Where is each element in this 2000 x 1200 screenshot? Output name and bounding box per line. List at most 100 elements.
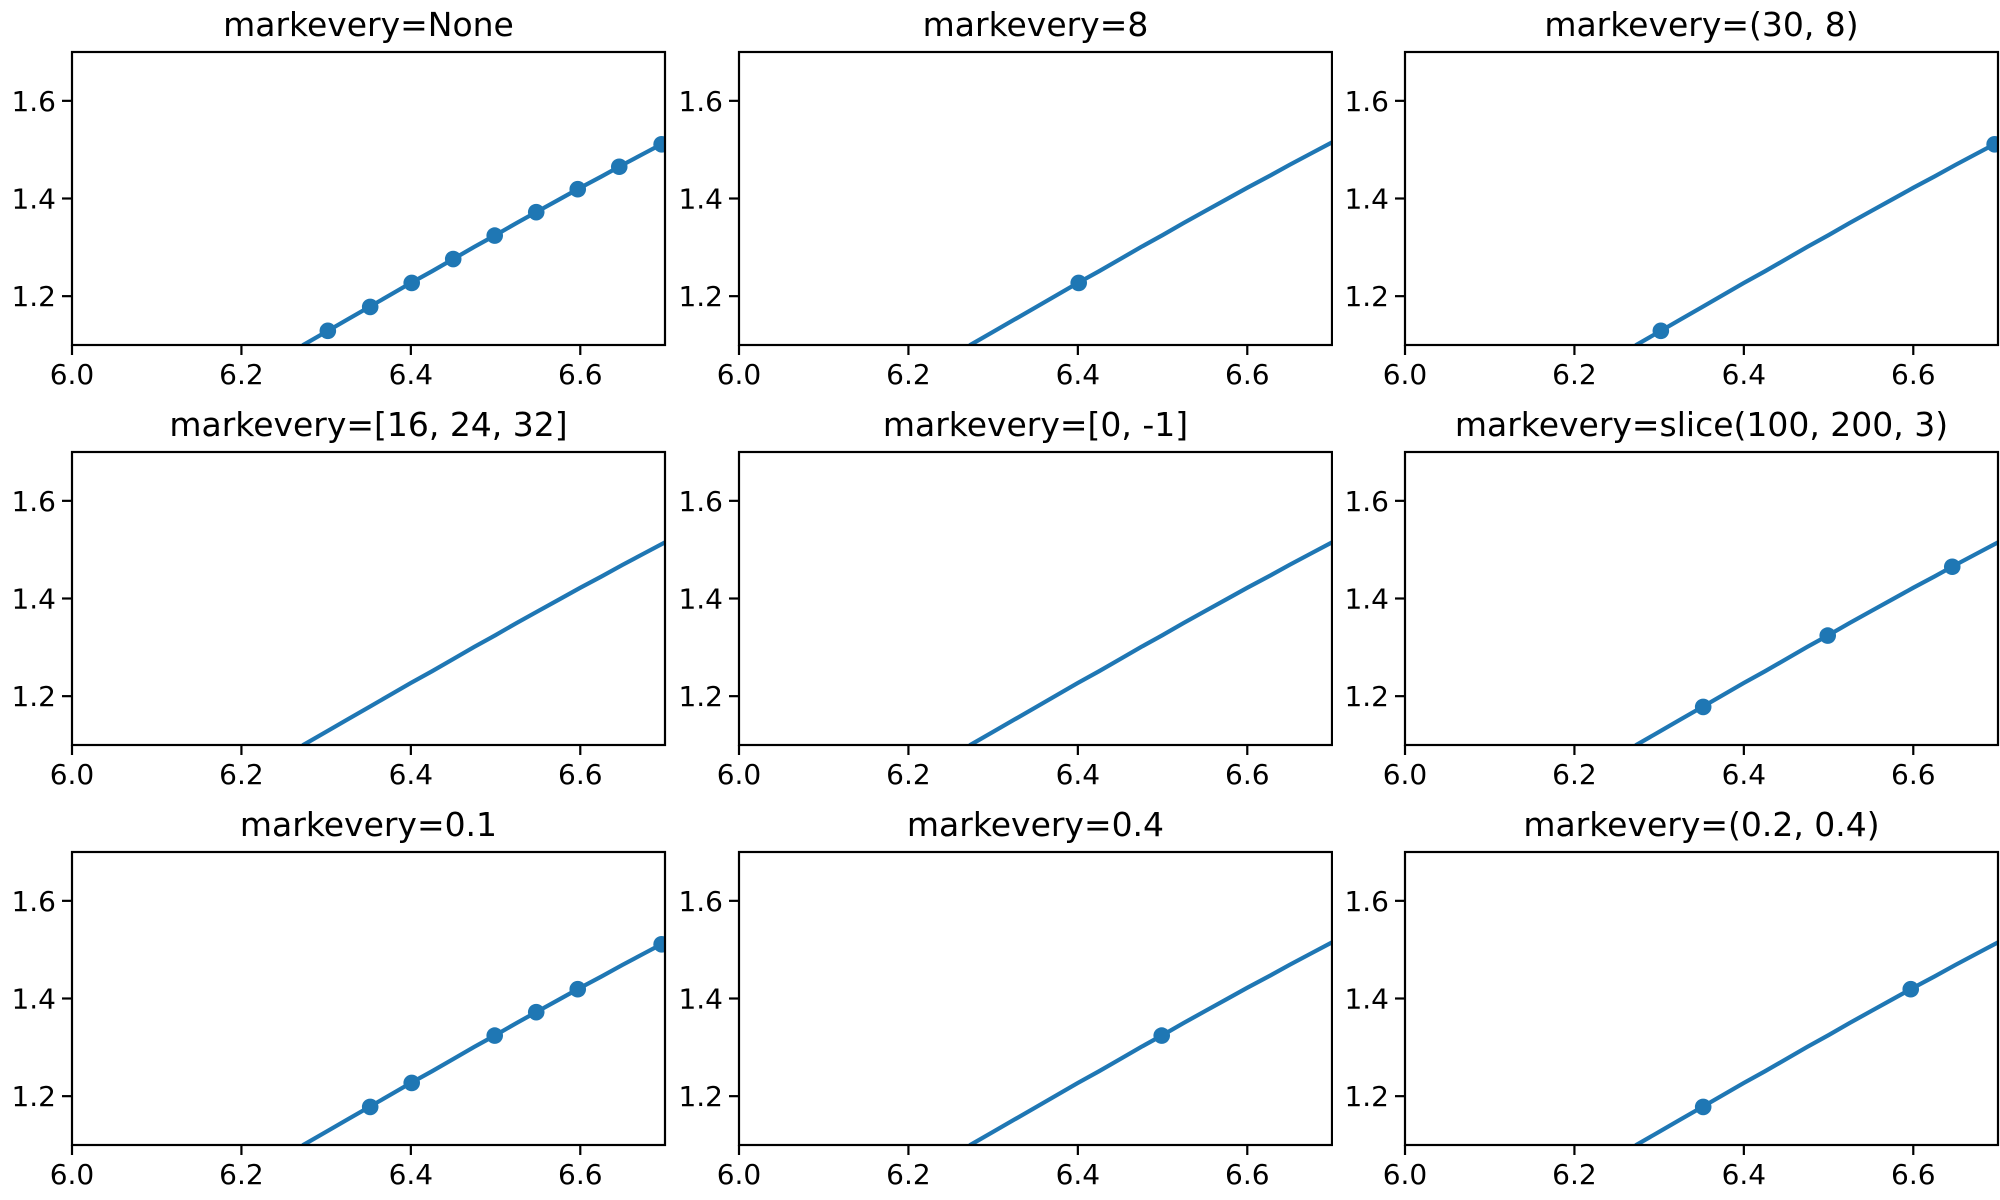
x-tick-label: 6.4 — [389, 758, 434, 791]
subplot-title: markevery=8 — [922, 5, 1148, 44]
y-tick-label: 1.4 — [678, 182, 723, 215]
subplot-cell-markevery-list-16-24-32: 6.0 6.2 6.4 6.6 1.2 1.4 1.6 markevery=[16, 24, … — [0, 400, 667, 800]
subplot-cell-markevery-8: 6.0 6.2 6.4 6.6 1.2 1.4 1.6 markevery=8 — [667, 0, 1334, 400]
subplot-title: markevery=[16, 24, 32] — [169, 405, 567, 444]
x-tick-label: 6.4 — [1722, 358, 1767, 391]
plot-area-markevery-none: 6.0 6.2 6.4 6.6 1.2 1.4 1.6 markevery=None — [11, 5, 667, 391]
subplot-cell-markevery-30-8: 6.0 6.2 6.4 6.6 1.2 1.4 1.6 markevery=(30, 8) — [1333, 0, 2000, 400]
x-tick-label: 6.0 — [716, 758, 761, 791]
y-tick-label: 1.6 — [678, 885, 723, 918]
y-tick-label: 1.2 — [678, 280, 723, 313]
data-marker — [1902, 980, 1920, 998]
axes-frame — [1404, 50, 2000, 347]
data-marker — [1944, 558, 1961, 576]
axes-frame — [737, 450, 1333, 747]
data-marker — [610, 158, 628, 176]
x-tick-label: 6.4 — [1722, 758, 1767, 791]
y-tick-label: 1.6 — [1345, 485, 1390, 518]
x-tick-label: 6.0 — [50, 1158, 95, 1191]
y-tick-label: 1.2 — [1345, 1080, 1390, 1113]
data-marker — [527, 203, 545, 221]
data-line — [301, 540, 665, 745]
x-tick-label: 6.4 — [389, 358, 434, 391]
y-tick-label: 1.4 — [1345, 582, 1390, 615]
axes-frame — [70, 450, 667, 747]
data-marker — [403, 274, 420, 292]
y-tick-label: 1.4 — [678, 982, 723, 1015]
plot-area-markevery-slice: 6.0 6.2 6.4 6.6 1.2 1.4 1.6 markevery=slice(100… — [1345, 405, 2000, 791]
data-line — [301, 140, 665, 345]
data-marker — [1070, 274, 1087, 292]
y-tick-label: 1.6 — [11, 85, 56, 118]
y-tick-label: 1.2 — [1345, 680, 1390, 713]
data-marker — [486, 227, 504, 244]
subplot-title: markevery=[0, -1] — [883, 405, 1188, 444]
x-tick-label: 6.4 — [1722, 1158, 1767, 1191]
x-tick-label: 6.4 — [389, 1158, 434, 1191]
x-tick-label: 6.0 — [1383, 358, 1428, 391]
axes-frame — [737, 850, 1333, 1147]
data-group — [967, 940, 1332, 1145]
x-tick-label: 6.2 — [1552, 358, 1597, 391]
x-tick-label: 6.2 — [219, 758, 264, 791]
x-tick-label: 6.0 — [50, 358, 95, 391]
data-marker — [1819, 627, 1837, 644]
y-tick-label: 1.4 — [11, 582, 56, 615]
y-tick-label: 1.6 — [11, 885, 56, 918]
subplot-title: markevery=(30, 8) — [1545, 5, 1859, 44]
plot-area-markevery-list-0-neg1: 6.0 6.2 6.4 6.6 1.2 1.4 1.6 markevery=[0, -1] — [678, 405, 1333, 791]
y-tick-label: 1.6 — [678, 485, 723, 518]
data-group — [1634, 940, 1999, 1145]
plot-area-markevery-list-16-24-32: 6.0 6.2 6.4 6.6 1.2 1.4 1.6 markevery=[16, 24, … — [11, 405, 667, 791]
subplot-title: markevery=(0.2, 0.4) — [1524, 805, 1880, 844]
subplot-cell-markevery-0p1: 6.0 6.2 6.4 6.6 1.2 1.4 1.6 markevery=0.1 — [0, 800, 667, 1200]
y-tick-label: 1.2 — [1345, 280, 1390, 313]
plot-area-markevery-0p4: 6.0 6.2 6.4 6.6 1.2 1.4 1.6 markevery=0.4 — [678, 805, 1333, 1191]
data-group — [1634, 540, 1999, 745]
x-tick-label: 6.2 — [886, 1158, 931, 1191]
data-group — [967, 140, 1332, 345]
y-tick-label: 1.6 — [1345, 885, 1390, 918]
data-marker — [444, 250, 462, 268]
data-marker — [569, 180, 587, 198]
y-tick-label: 1.4 — [11, 982, 56, 1015]
data-line — [967, 540, 1332, 745]
x-tick-label: 6.6 — [558, 758, 603, 791]
data-marker — [527, 1003, 545, 1021]
data-marker — [653, 136, 665, 153]
x-tick-label: 6.6 — [1891, 1158, 1936, 1191]
x-tick-label: 6.0 — [1383, 758, 1428, 791]
x-tick-label: 6.6 — [1225, 358, 1270, 391]
plot-area-markevery-0p1: 6.0 6.2 6.4 6.6 1.2 1.4 1.6 markevery=0.1 — [11, 805, 667, 1191]
plot-area-markevery-0p2-0p4: 6.0 6.2 6.4 6.6 1.2 1.4 1.6 markevery=(0.2, 0.4… — [1345, 805, 2000, 1191]
data-line — [1634, 940, 1999, 1145]
x-tick-label: 6.2 — [219, 1158, 264, 1191]
axes-frame — [70, 850, 667, 1147]
y-tick-label: 1.4 — [678, 582, 723, 615]
y-tick-label: 1.2 — [678, 680, 723, 713]
subplot-cell-markevery-0p4: 6.0 6.2 6.4 6.6 1.2 1.4 1.6 markevery=0.4 — [667, 800, 1334, 1200]
x-tick-label: 6.2 — [886, 358, 931, 391]
data-group — [301, 136, 665, 345]
data-marker — [361, 1098, 379, 1116]
y-tick-label: 1.4 — [1345, 982, 1390, 1015]
x-tick-label: 6.2 — [1552, 758, 1597, 791]
data-marker — [319, 322, 337, 340]
x-tick-label: 6.6 — [1225, 1158, 1270, 1191]
y-tick-label: 1.2 — [11, 1080, 56, 1113]
data-marker — [1695, 698, 1712, 716]
subplot-cell-markevery-slice: 6.0 6.2 6.4 6.6 1.2 1.4 1.6 markevery=slice(100… — [1333, 400, 2000, 800]
subplot-cell-markevery-list-0-neg1: 6.0 6.2 6.4 6.6 1.2 1.4 1.6 markevery=[0, -1] — [667, 400, 1334, 800]
data-group — [301, 936, 665, 1145]
data-line — [1634, 140, 1999, 345]
y-tick-label: 1.2 — [678, 1080, 723, 1113]
y-tick-label: 1.2 — [11, 680, 56, 713]
x-tick-label: 6.2 — [1552, 1158, 1597, 1191]
subplot-cell-markevery-0p2-0p4: 6.0 6.2 6.4 6.6 1.2 1.4 1.6 markevery=(0.2, 0.4… — [1333, 800, 2000, 1200]
subplot-title: markevery=0.1 — [240, 805, 497, 844]
x-tick-label: 6.6 — [1225, 758, 1270, 791]
y-tick-label: 1.2 — [11, 280, 56, 313]
subplot-title: markevery=slice(100, 200, 3) — [1455, 405, 1948, 444]
subplot-title: markevery=0.4 — [907, 805, 1164, 844]
